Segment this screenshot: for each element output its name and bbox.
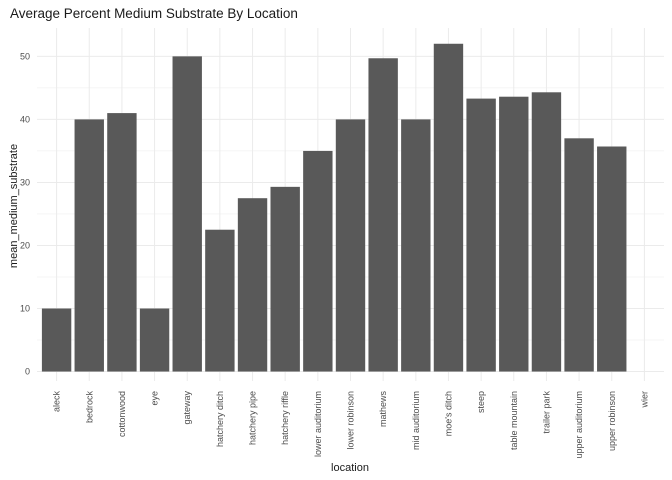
bar <box>368 58 398 372</box>
x-tick-label: mid auditorium <box>411 391 421 450</box>
bar <box>466 98 496 372</box>
bar <box>401 119 431 372</box>
x-tick-label: hatchery pipe <box>248 391 258 445</box>
x-tick-label: lower auditorium <box>313 391 323 457</box>
x-tick-label: lower robinson <box>346 391 356 450</box>
x-tick-label: gateway <box>182 391 192 425</box>
x-tick-label: cottonwood <box>117 391 127 437</box>
y-tick-label: 40 <box>20 114 30 124</box>
y-tick-label: 20 <box>20 240 30 250</box>
x-tick-label: eye <box>150 391 160 406</box>
y-tick-label: 0 <box>25 367 30 377</box>
x-tick-labels: aleck bedrock cottonwood eye gateway hatchery… <box>52 391 650 459</box>
bar <box>335 119 366 372</box>
x-tick-label: bedrock <box>84 391 94 424</box>
bar <box>499 96 529 372</box>
y-tick-labels: 0 10 20 30 40 50 <box>20 51 30 376</box>
bar <box>205 229 235 372</box>
x-tick-label: mathews <box>378 391 388 428</box>
bar <box>74 119 104 372</box>
bar <box>41 308 72 372</box>
bar <box>303 150 333 372</box>
bar <box>107 113 137 372</box>
bar <box>564 138 594 372</box>
bar <box>139 308 170 372</box>
x-tick-label: upper robinson <box>607 391 617 451</box>
y-tick-label: 10 <box>20 304 30 314</box>
x-tick-label: steep <box>476 391 486 413</box>
x-tick-label: upper auditorium <box>574 391 584 459</box>
bar <box>270 186 300 372</box>
x-tick-label: trailer park <box>541 391 551 434</box>
y-axis-title: mean_medium_substrate <box>8 144 20 268</box>
x-tick-label: aleck <box>52 391 62 413</box>
chart-title: Average Percent Medium Substrate By Loca… <box>10 6 298 21</box>
x-tick-label: hatchery ditch <box>215 391 225 447</box>
x-tick-label: hatchery riffle <box>280 391 290 445</box>
x-tick-label: moe's ditch <box>443 391 453 436</box>
y-tick-label: 50 <box>20 51 30 61</box>
x-tick-label: table mountain <box>509 391 519 450</box>
bar <box>237 198 268 372</box>
x-axis-title: location <box>331 462 369 474</box>
bar <box>597 146 627 372</box>
bars <box>41 43 627 372</box>
x-tick-label: wier <box>639 391 649 409</box>
bar <box>433 43 464 372</box>
bar <box>531 92 562 372</box>
bar <box>172 56 202 372</box>
y-tick-label: 30 <box>20 177 30 187</box>
